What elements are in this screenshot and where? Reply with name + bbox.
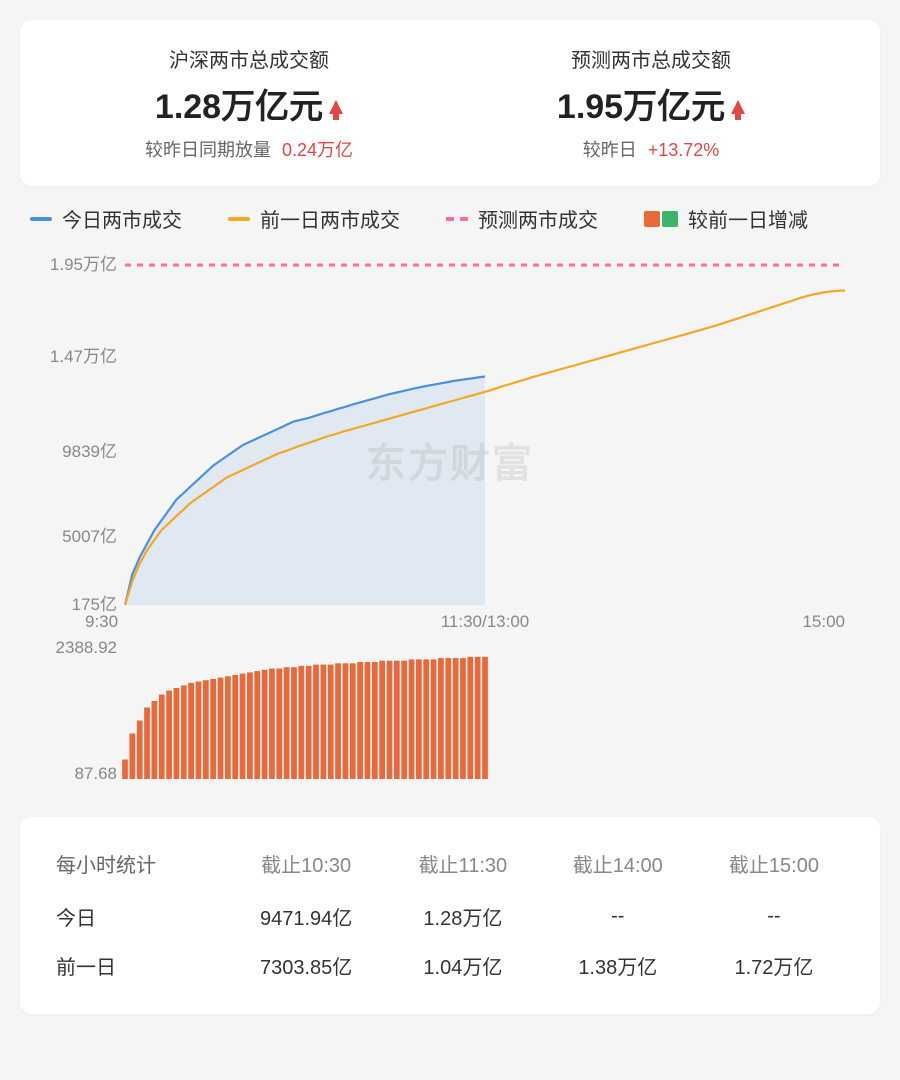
summary-row: 沪深两市总成交额 1.28万亿元 较昨日同期放量 0.24万亿 预测两市总成交额…: [48, 44, 852, 162]
data-cell: 1.04万亿: [386, 941, 540, 990]
legend-prev: 前一日两市成交: [228, 204, 400, 233]
summary-right: 预测两市总成交额 1.95万亿元 较昨日 +13.72%: [450, 44, 852, 162]
hourly-header-cell: 截止15:00: [696, 841, 852, 892]
svg-text:1.95万亿: 1.95万亿: [50, 255, 117, 274]
data-cell: 1.72万亿: [696, 941, 852, 990]
summary-left: 沪深两市总成交额 1.28万亿元 较昨日同期放量 0.24万亿: [48, 44, 450, 162]
legend-diff-swatch: [644, 211, 678, 227]
legend-pred: 预测两市成交: [446, 204, 598, 233]
arrow-up-icon: [731, 100, 745, 114]
svg-text:2388.92: 2388.92: [56, 638, 117, 657]
legend-today-swatch: [30, 217, 52, 221]
data-cell: 9471.94亿: [226, 892, 386, 941]
table-row: 前一日7303.85亿1.04万亿1.38万亿1.72万亿: [48, 941, 852, 990]
hourly-header-cell: 每小时统计: [48, 841, 226, 892]
hourly-header-row: 每小时统计截止10:30截止11:30截止14:00截止15:00: [48, 841, 852, 892]
legend-today-label: 今日两市成交: [62, 204, 182, 233]
data-cell: 1.38万亿: [540, 941, 696, 990]
summary-right-sub-value: +13.72%: [648, 140, 720, 160]
row-label: 今日: [48, 892, 226, 941]
legend-pred-swatch: [446, 217, 468, 221]
svg-text:9839亿: 9839亿: [62, 442, 117, 461]
hourly-table-card: 每小时统计截止10:30截止11:30截止14:00截止15:00 今日9471…: [20, 817, 880, 1014]
legend-diff: 较前一日增减: [644, 204, 808, 233]
volume-chart: 1.95万亿1.47万亿9839亿5007亿175亿9:3011:30/13:0…: [20, 255, 880, 795]
legend-diff-green: [662, 211, 678, 227]
data-cell: --: [696, 892, 852, 941]
chart-legend: 今日两市成交 前一日两市成交 预测两市成交 较前一日增减: [30, 204, 880, 233]
svg-text:15:00: 15:00: [802, 612, 845, 631]
hourly-table: 每小时统计截止10:30截止11:30截止14:00截止15:00 今日9471…: [48, 841, 852, 990]
table-row: 今日9471.94亿1.28万亿----: [48, 892, 852, 941]
svg-text:5007亿: 5007亿: [62, 527, 117, 546]
hourly-header-cell: 截止14:00: [540, 841, 696, 892]
hourly-header-cell: 截止10:30: [226, 841, 386, 892]
summary-left-sub: 较昨日同期放量 0.24万亿: [48, 136, 450, 162]
hourly-body: 今日9471.94亿1.28万亿----前一日7303.85亿1.04万亿1.3…: [48, 892, 852, 990]
summary-right-sub-prefix: 较昨日: [583, 140, 637, 160]
legend-pred-label: 预测两市成交: [478, 204, 598, 233]
summary-left-title: 沪深两市总成交额: [48, 44, 450, 73]
arrow-up-icon: [329, 100, 343, 114]
svg-text:1.47万亿: 1.47万亿: [50, 347, 117, 366]
summary-left-value: 1.28万亿元: [155, 79, 323, 128]
legend-diff-red: [644, 211, 660, 227]
legend-prev-label: 前一日两市成交: [260, 204, 400, 233]
row-label: 前一日: [48, 941, 226, 990]
data-cell: --: [540, 892, 696, 941]
svg-text:87.68: 87.68: [74, 764, 117, 783]
summary-right-title: 预测两市总成交额: [450, 44, 852, 73]
summary-card: 沪深两市总成交额 1.28万亿元 较昨日同期放量 0.24万亿 预测两市总成交额…: [20, 20, 880, 186]
summary-right-sub: 较昨日 +13.72%: [450, 136, 852, 162]
chart-area: 东方财富 1.95万亿1.47万亿9839亿5007亿175亿9:3011:30…: [20, 255, 880, 795]
summary-left-sub-value: 0.24万亿: [282, 140, 353, 160]
legend-today: 今日两市成交: [30, 204, 182, 233]
legend-diff-label: 较前一日增减: [688, 204, 808, 233]
hourly-header-cell: 截止11:30: [386, 841, 540, 892]
summary-right-value: 1.95万亿元: [557, 79, 725, 128]
svg-text:11:30/13:00: 11:30/13:00: [441, 612, 530, 631]
data-cell: 7303.85亿: [226, 941, 386, 990]
svg-text:9:30: 9:30: [85, 612, 118, 631]
data-cell: 1.28万亿: [386, 892, 540, 941]
summary-left-sub-prefix: 较昨日同期放量: [145, 140, 271, 160]
legend-prev-swatch: [228, 217, 250, 221]
